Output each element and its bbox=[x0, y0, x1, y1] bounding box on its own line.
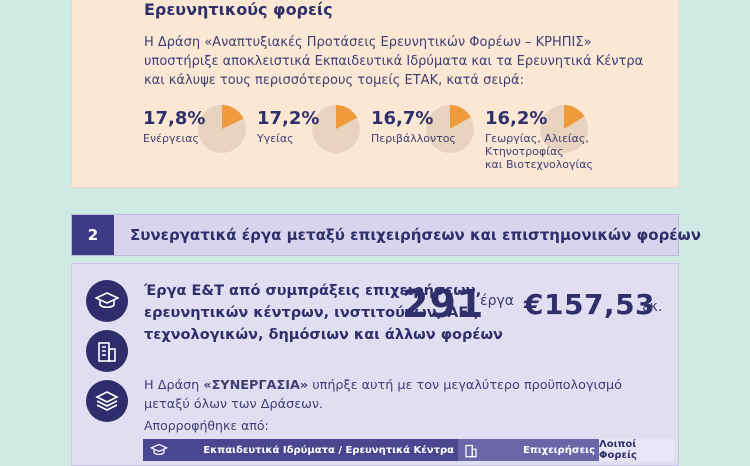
section-number: 2 bbox=[72, 215, 114, 255]
segment-education: Εκπαιδευτικά Ιδρύματα / Ερευνητικά Κέντρ… bbox=[143, 439, 458, 461]
projects-title: Έργα Ε&Τ από συμπράξεις επιχειρήσεων, ερ… bbox=[144, 283, 503, 343]
section-heading: Ερευνητικούς φορείς bbox=[144, 0, 333, 19]
pie-chart-icon bbox=[198, 105, 246, 153]
layers-icon bbox=[86, 380, 128, 422]
projects-panel: Έργα Ε&Τ από συμπράξεις επιχειρήσεων, ερ… bbox=[71, 263, 679, 466]
building-icon bbox=[86, 330, 128, 372]
building-icon bbox=[465, 444, 477, 458]
stat-label-line: Γεωργίας, Αλιείας, bbox=[485, 132, 589, 145]
stat-label: Περιβάλλοντος bbox=[371, 132, 456, 145]
stat-value: 16,7% bbox=[371, 108, 434, 129]
description-suffix: υπήρξε αυτή με τον μεγαλύτερο προϋπολογι… bbox=[144, 378, 622, 412]
stat-label-line: Κτηνοτροφίας bbox=[485, 145, 564, 158]
pie-chart-icon bbox=[312, 105, 360, 153]
segment-businesses: Επιχειρήσεις bbox=[458, 439, 599, 461]
pie-slice bbox=[450, 105, 471, 129]
segment-label: Λοιποί Φορείς bbox=[599, 439, 637, 461]
graduation-cap-icon bbox=[149, 443, 169, 456]
stat-value: 17,2% bbox=[257, 108, 320, 129]
projects-count: 291 bbox=[402, 282, 485, 326]
section-paragraph: Η Δράση «Αναπτυξιακές Προτάσεις Ερευνητι… bbox=[144, 35, 644, 88]
pie-slice bbox=[564, 105, 585, 129]
stat-label: Υγείας bbox=[257, 132, 294, 145]
section-header-bar: 2 Συνεργατικά έργα μεταξύ επιχειρήσεων κ… bbox=[71, 214, 701, 256]
projects-amount-unit: εκ. bbox=[642, 299, 663, 315]
graduation-cap-icon bbox=[86, 280, 128, 322]
segment-label: Εκπαιδευτικά Ιδρύματα / Ερευνητικά Κέντρ… bbox=[203, 444, 454, 456]
top-panel: Ερευνητικούς φορείς Η Δράση «Αναπτυξιακέ… bbox=[71, 0, 679, 188]
projects-amount: €157,53 bbox=[524, 288, 656, 321]
pie-chart-icon bbox=[426, 105, 474, 153]
stat-value: 16,2% bbox=[485, 108, 548, 129]
absorption-bar: Εκπαιδευτικά Ιδρύματα / Ερευνητικά Κέντρ… bbox=[143, 439, 675, 461]
segment-other: Λοιποί Φορείς bbox=[599, 439, 675, 461]
projects-description: Η Δράση «ΣΥΝΕΡΓΑΣΙΑ» υπήρξε αυτή με τον … bbox=[144, 376, 644, 414]
segment-label: Επιχειρήσεις bbox=[522, 444, 595, 456]
stat-label-line: και Βιοτεχνολογίας bbox=[485, 158, 593, 171]
section-title: Συνεργατικά έργα μεταξύ επιχειρήσεων και… bbox=[130, 226, 701, 244]
description-action-name: «ΣΥΝΕΡΓΑΣΙΑ» bbox=[203, 378, 309, 393]
stat-value: 17,8% bbox=[143, 108, 206, 129]
pie-slice bbox=[336, 105, 358, 129]
stat-label: Ενέργειας bbox=[143, 132, 199, 145]
absorbed-label: Απορροφήθηκε από: bbox=[144, 418, 269, 433]
pie-chart-icon bbox=[540, 105, 588, 153]
stat-label: Γεωργίας, Αλιείας, Κτηνοτροφίας και Βιοτ… bbox=[485, 132, 593, 171]
description-prefix: Η Δράση bbox=[144, 378, 204, 393]
projects-count-unit: έργα bbox=[480, 293, 514, 309]
pie-slice bbox=[222, 105, 244, 129]
